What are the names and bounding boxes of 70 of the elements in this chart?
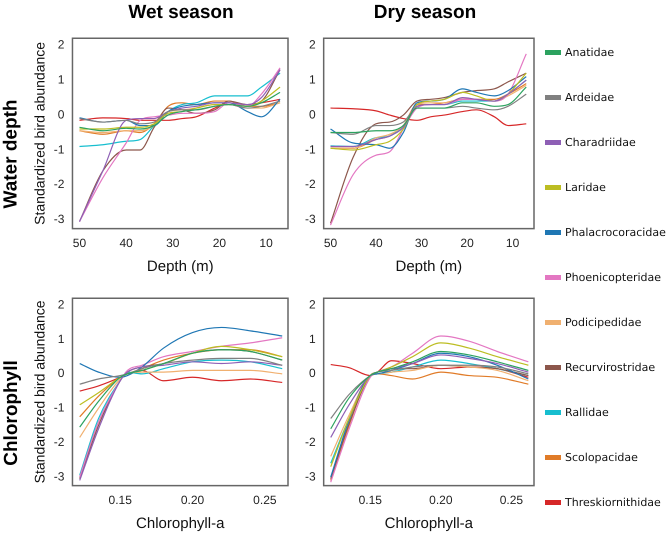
- y-axis-title: Standardized bird abundance: [31, 300, 48, 484]
- line-series: [330, 335, 529, 483]
- chart-title: Dry season: [372, 2, 478, 25]
- legend-label: Laridae: [565, 181, 606, 194]
- y-tick-label: -1: [54, 400, 65, 415]
- chart-title: Wet season: [127, 2, 235, 25]
- y-tick-label: 1: [308, 72, 316, 86]
- x-tick-label: 20: [460, 236, 474, 250]
- x-tick-label: 20: [212, 236, 226, 250]
- x-tick-label: 50: [72, 236, 86, 250]
- x-axis-title: Depth (m): [395, 258, 462, 276]
- x-tick-label: 0.15: [358, 493, 382, 508]
- legend-label: Ardeidae: [565, 91, 614, 104]
- x-axis-title: Chlorophyll-a: [384, 515, 474, 532]
- legend-label: Anatidae: [565, 46, 614, 59]
- legend-label: Charadriidae: [565, 136, 636, 149]
- y-tick-label: 1: [58, 72, 65, 86]
- line-series: [330, 364, 529, 420]
- x-tick-label: 30: [166, 236, 180, 250]
- x-tick-label: 0.20: [180, 493, 205, 508]
- x-tick-label: 0.25: [500, 493, 524, 508]
- y-tick-label: -1: [305, 400, 316, 415]
- x-tick-label: 0.20: [429, 493, 453, 508]
- legend-label: Threskiornithidae: [565, 496, 661, 509]
- y-tick-label: 0: [58, 107, 65, 122]
- y-tick-label: -2: [305, 434, 316, 449]
- y-tick-label: 0: [308, 366, 316, 380]
- y-tick-label: 2: [308, 297, 316, 312]
- line-series: [79, 326, 283, 378]
- x-tick-label: 10: [259, 236, 274, 250]
- y-tick-label: -2: [54, 434, 65, 449]
- y-tick-label: 0: [58, 366, 65, 380]
- y-tick-label: 1: [58, 332, 65, 346]
- y-tick-label: 2: [58, 297, 65, 312]
- legend-label: Phoenicopteridae: [565, 271, 662, 284]
- legend-label: Phalacrocoracidae: [565, 226, 666, 239]
- y-tick-label: -3: [54, 212, 65, 226]
- legend-label: Podicipedidae: [565, 316, 642, 329]
- y-tick-label: 2: [308, 38, 316, 52]
- text: Chlorophyll: [1, 360, 23, 466]
- x-axis-title: Depth (m): [146, 258, 214, 276]
- legend-label: Scolopacidae: [565, 451, 638, 464]
- y-tick-label: 1: [308, 332, 316, 346]
- x-tick-label: 40: [369, 236, 384, 250]
- line-series: [79, 358, 283, 385]
- y-tick-label: 2: [58, 38, 65, 52]
- line-series: [79, 370, 283, 438]
- x-tick-label: 50: [324, 236, 338, 250]
- text: Water depth: [1, 99, 23, 209]
- y-tick-label: -3: [54, 469, 65, 484]
- line-series: [330, 86, 527, 134]
- y-tick-label: -3: [305, 469, 316, 484]
- legend-label: Rallidae: [565, 406, 609, 419]
- y-tick-label: -2: [54, 177, 65, 192]
- x-tick-label: 30: [414, 236, 429, 250]
- x-tick-label: 40: [119, 236, 134, 250]
- y-tick-label: -3: [305, 212, 316, 226]
- x-tick-label: 0.15: [108, 493, 132, 508]
- y-tick-label: 0: [308, 107, 316, 122]
- line-series: [330, 107, 527, 126]
- line-series: [78, 72, 281, 148]
- y-axis-title: Standardized bird abundance: [31, 42, 48, 225]
- y-tick-label: -2: [305, 177, 316, 192]
- line-series: [330, 342, 529, 468]
- legend-label: Recurvirostridae: [565, 361, 656, 374]
- y-tick-label: -1: [54, 142, 65, 156]
- x-tick-label: 0.25: [253, 493, 277, 508]
- x-tick-label: 10: [506, 236, 520, 250]
- y-tick-label: -1: [305, 142, 316, 156]
- x-axis-title: Chlorophyll-a: [136, 515, 226, 532]
